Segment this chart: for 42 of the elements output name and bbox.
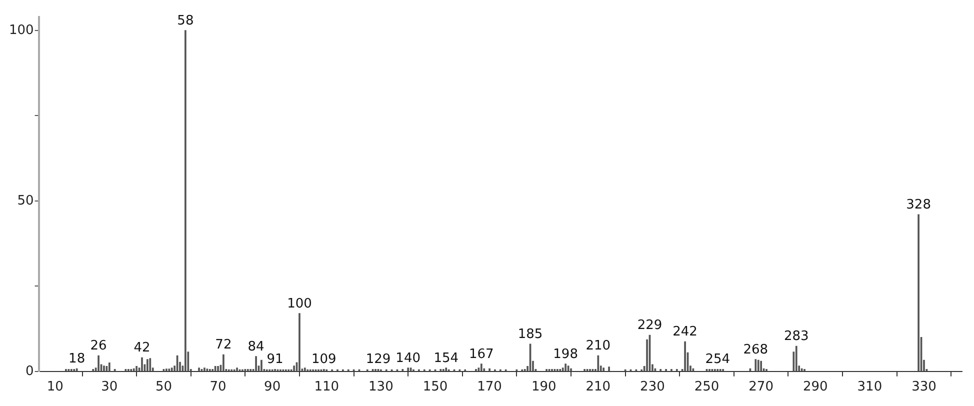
y-tick-label: 50 — [17, 193, 34, 208]
annotation: 242 — [672, 324, 698, 340]
x-tick-label: 250 — [694, 380, 720, 395]
annotation: 58 — [177, 13, 194, 28]
x-tick-label: 290 — [802, 380, 828, 395]
x-tick-label: 30 — [101, 380, 118, 395]
annotation: 283 — [784, 329, 809, 344]
annotation: 185 — [518, 327, 543, 342]
y-tick-label: 100 — [8, 22, 34, 38]
y-tick-label: 0 — [26, 364, 34, 379]
x-tick-label: 10 — [46, 380, 64, 395]
annotation: 26 — [90, 338, 107, 354]
x-tick-label: 190 — [531, 380, 556, 395]
x-tick-label: 230 — [640, 380, 665, 395]
x-tick-label: 330 — [912, 380, 936, 395]
annotation: 129 — [366, 352, 391, 368]
annotation: 18 — [68, 352, 86, 367]
annotation: 100 — [287, 296, 312, 312]
annotation: 72 — [215, 338, 232, 353]
x-tick-label: 70 — [210, 380, 226, 395]
x-tick-label: 310 — [857, 380, 882, 395]
x-tick-label: 270 — [748, 380, 774, 395]
annotation: 198 — [553, 346, 578, 362]
x-tick-label: 130 — [368, 380, 394, 395]
x-tick-label: 110 — [314, 380, 340, 395]
annotation: 42 — [134, 340, 150, 356]
x-tick-label: 170 — [477, 380, 502, 395]
annotation: 109 — [312, 352, 336, 368]
x-tick-label: 90 — [264, 380, 281, 395]
annotation: 268 — [743, 342, 768, 358]
annotation: 328 — [906, 197, 931, 212]
annotation: 210 — [586, 338, 611, 354]
annotation: 91 — [266, 352, 284, 368]
annotation: 229 — [637, 318, 662, 334]
annotation: 154 — [434, 350, 459, 366]
x-tick-label: 150 — [422, 380, 448, 395]
x-tick-label: 210 — [586, 380, 611, 395]
annotation: 84 — [248, 339, 264, 354]
x-tick-label: 50 — [155, 380, 172, 395]
annotation: 140 — [396, 350, 420, 366]
annotation: 254 — [705, 352, 730, 368]
annotation: 167 — [468, 346, 494, 362]
